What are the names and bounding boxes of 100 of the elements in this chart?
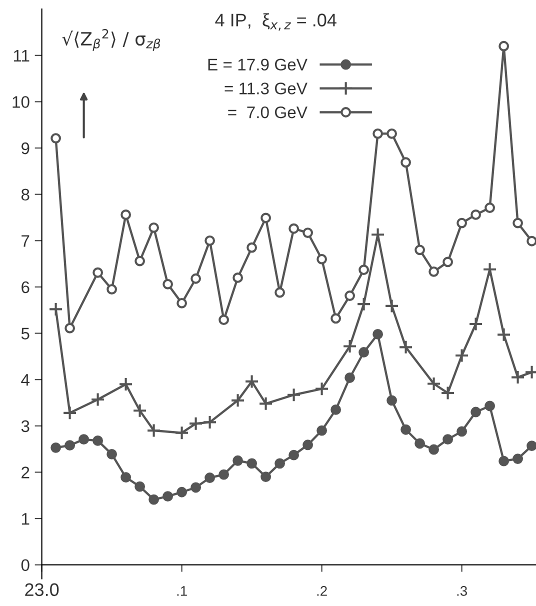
y-tick-label: 6 <box>22 281 30 294</box>
y-tick-label: 11 <box>14 50 30 62</box>
point <box>132 403 148 418</box>
point <box>400 157 412 168</box>
y-axis-title: √⟨Z$_{β}$$^{2}$⟩ / σ$_{zβ}$ <box>62 29 160 51</box>
point <box>106 448 118 460</box>
point <box>498 40 510 52</box>
y-tick-label: 1 <box>22 513 30 525</box>
y-tick-label: 10 <box>12 96 30 108</box>
point <box>260 212 272 224</box>
point <box>456 426 468 437</box>
point <box>496 327 512 342</box>
point <box>356 296 372 312</box>
point <box>188 416 204 431</box>
point <box>440 386 456 400</box>
point <box>442 434 454 445</box>
point <box>428 444 440 455</box>
point <box>370 227 386 242</box>
point <box>400 424 412 435</box>
point <box>386 395 398 406</box>
point <box>202 414 218 430</box>
point <box>288 450 300 460</box>
point <box>106 284 118 294</box>
point <box>384 298 400 314</box>
point <box>218 314 230 326</box>
point <box>64 440 76 451</box>
point <box>358 264 370 276</box>
point <box>48 302 64 316</box>
point <box>288 223 300 234</box>
point <box>316 425 328 436</box>
point <box>344 290 356 301</box>
point <box>314 382 330 396</box>
point <box>372 128 384 139</box>
point <box>372 328 384 340</box>
point <box>286 388 302 402</box>
point <box>92 436 104 446</box>
y-tick-label: 9 <box>22 142 30 154</box>
point <box>50 133 62 144</box>
point <box>456 218 468 228</box>
point <box>232 455 244 466</box>
y-tick-label: 0 <box>21 559 30 572</box>
point <box>484 400 496 412</box>
point <box>454 348 470 363</box>
legend-label: E = 17.9 GeV <box>208 58 308 71</box>
y-tick-label: 7 <box>22 235 30 247</box>
point <box>302 228 314 238</box>
y-tick-label: 2 <box>22 466 30 478</box>
point <box>274 287 286 298</box>
point <box>50 442 62 453</box>
legend-label: = 7.0 GeV <box>228 106 308 118</box>
point <box>398 340 414 354</box>
point <box>510 370 526 385</box>
point <box>330 313 342 324</box>
point <box>484 202 496 213</box>
point <box>120 210 132 220</box>
point <box>78 434 90 445</box>
point <box>190 273 202 284</box>
point <box>204 235 216 246</box>
point <box>274 458 286 469</box>
point <box>118 376 134 392</box>
x-tick-label: .2 <box>317 586 327 596</box>
point <box>120 472 132 483</box>
point <box>148 222 160 233</box>
y-tick-label: 4 <box>21 374 30 386</box>
point <box>302 440 314 450</box>
x-tick-label: .3 <box>457 586 467 596</box>
point <box>498 456 510 466</box>
point <box>230 393 246 408</box>
point <box>146 423 162 438</box>
point <box>176 298 188 308</box>
point <box>428 266 440 277</box>
point <box>358 347 370 358</box>
point <box>176 486 188 498</box>
text: 23.0 <box>25 583 59 596</box>
point <box>512 218 524 228</box>
y-tick-label: 3 <box>21 420 30 432</box>
point <box>482 262 498 277</box>
point <box>330 404 342 415</box>
point <box>204 472 216 483</box>
point <box>512 454 524 464</box>
point <box>162 491 174 502</box>
point <box>344 372 356 383</box>
chart-title: 4 IP, ξ$_{x,z}$ = .04 <box>215 13 336 31</box>
point <box>316 254 328 264</box>
point <box>134 256 146 266</box>
point <box>174 426 190 440</box>
point <box>526 440 536 452</box>
point <box>426 376 442 392</box>
point <box>414 438 426 449</box>
point <box>260 472 272 482</box>
point <box>258 396 274 411</box>
point <box>64 322 76 334</box>
point <box>526 236 536 246</box>
point <box>342 338 358 354</box>
point <box>386 128 398 139</box>
point <box>162 278 174 290</box>
point <box>62 406 78 420</box>
legend-label: = 11.3 GeV <box>224 82 308 94</box>
point <box>468 316 484 332</box>
y-tick-label: 5 <box>21 328 30 340</box>
